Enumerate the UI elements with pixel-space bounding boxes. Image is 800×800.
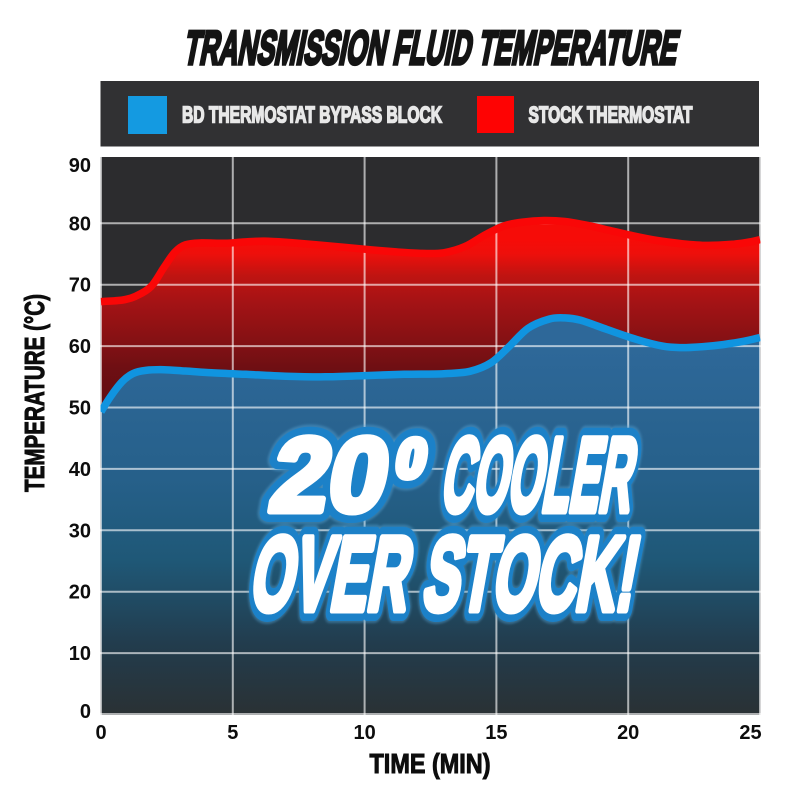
svg-text:0: 0	[95, 722, 106, 744]
svg-text:25: 25	[739, 722, 761, 744]
svg-text:COOLER: COOLER	[435, 417, 646, 534]
svg-text:15: 15	[485, 722, 507, 744]
svg-text:0: 0	[80, 701, 91, 723]
svg-text:5: 5	[227, 722, 238, 744]
svg-text:OVER STOCK!: OVER STOCK!	[244, 516, 649, 633]
svg-text:10: 10	[353, 722, 375, 744]
svg-text:TRANSMISSION FLUID TEMPERATURE: TRANSMISSION FLUID TEMPERATURE	[180, 22, 683, 75]
svg-text:BD THERMOSTAT BYPASS BLOCK: BD THERMOSTAT BYPASS BLOCK	[182, 102, 442, 128]
svg-text:20: 20	[69, 582, 91, 604]
svg-text:OVER STOCK!: OVER STOCK!	[244, 516, 649, 633]
svg-text:TEMPERATURE (°C): TEMPERATURE (°C)	[19, 294, 50, 492]
svg-text:20: 20	[617, 722, 639, 744]
svg-text:TIME (MIN): TIME (MIN)	[370, 748, 491, 779]
svg-text:20: 20	[263, 417, 399, 534]
svg-text:COOLER: COOLER	[435, 417, 646, 534]
svg-text:OVER STOCK!: OVER STOCK!	[244, 516, 649, 633]
svg-text:30: 30	[69, 520, 91, 542]
svg-text:50: 50	[69, 398, 91, 420]
svg-text:STOCK THERMOSTAT: STOCK THERMOSTAT	[529, 102, 693, 128]
svg-text:40: 40	[69, 459, 91, 481]
svg-text:90: 90	[69, 155, 91, 177]
svg-text:COOLER: COOLER	[435, 417, 646, 534]
svg-text:70: 70	[69, 275, 91, 297]
svg-text:60: 60	[69, 336, 91, 358]
svg-text:80: 80	[69, 213, 91, 235]
svg-text:10: 10	[69, 643, 91, 665]
